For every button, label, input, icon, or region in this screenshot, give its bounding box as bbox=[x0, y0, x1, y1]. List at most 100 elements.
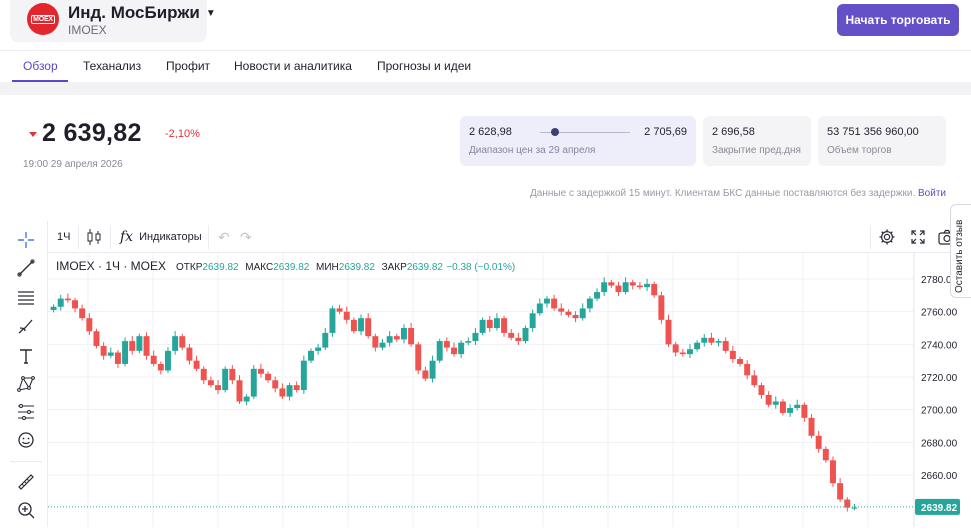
range-label: Диапазон цен за 29 апреля bbox=[469, 145, 596, 156]
candle bbox=[601, 282, 608, 293]
chart-toolbar-divider bbox=[78, 225, 79, 249]
range-high: 2 705,69 bbox=[644, 126, 687, 138]
candle bbox=[851, 507, 858, 509]
candle bbox=[243, 396, 250, 402]
indicators-button[interactable]: fx Индикаторы bbox=[120, 221, 202, 253]
candle bbox=[472, 332, 479, 342]
tab-news-analytics[interactable]: Новости и аналитика bbox=[234, 59, 352, 73]
candle bbox=[686, 349, 693, 355]
candle bbox=[529, 313, 536, 328]
undo-icon[interactable]: ↶ bbox=[218, 228, 230, 245]
candle bbox=[751, 375, 758, 386]
y-tick-label: 2760.00 bbox=[921, 308, 958, 319]
candle bbox=[479, 319, 486, 333]
header: MOEX Инд. МосБиржи ▼ IMOEX Начать торгова… bbox=[0, 0, 971, 50]
section-gap bbox=[0, 82, 971, 95]
candle bbox=[72, 300, 79, 309]
candle bbox=[522, 328, 529, 342]
candle bbox=[772, 401, 779, 405]
candle bbox=[215, 385, 222, 391]
fib-lines-icon[interactable] bbox=[15, 287, 37, 309]
ruler-icon[interactable] bbox=[15, 471, 37, 493]
candle bbox=[837, 483, 844, 500]
redo-icon[interactable]: ↷ bbox=[240, 228, 252, 245]
quote-datetime: 19:00 29 апреля 2026 bbox=[23, 159, 123, 170]
last-price-tag bbox=[915, 498, 960, 515]
instrument-name[interactable]: Инд. МосБиржи ▼ bbox=[68, 3, 216, 23]
candle bbox=[186, 347, 193, 361]
candle bbox=[372, 336, 379, 348]
volume-label: Объем торгов bbox=[827, 145, 892, 156]
tab-tech-analysis[interactable]: Теханализ bbox=[83, 59, 142, 73]
feedback-button[interactable]: Оставить отзыв bbox=[950, 204, 971, 298]
caret-down-icon[interactable]: ▼ bbox=[205, 8, 216, 20]
start-trading-button[interactable]: Начать торговать bbox=[837, 4, 959, 36]
fullscreen-icon[interactable] bbox=[910, 221, 926, 253]
candle bbox=[200, 368, 207, 381]
candle bbox=[493, 318, 500, 328]
candle bbox=[172, 336, 179, 351]
candle bbox=[829, 460, 836, 484]
candle bbox=[572, 314, 579, 319]
candle bbox=[429, 360, 436, 379]
forecast-icon[interactable] bbox=[15, 401, 37, 423]
candle bbox=[157, 363, 164, 371]
candle bbox=[100, 345, 107, 356]
candle bbox=[615, 285, 622, 293]
emoji-icon[interactable] bbox=[15, 429, 37, 451]
candle bbox=[436, 341, 443, 361]
candles-icon[interactable] bbox=[86, 221, 102, 253]
moex-logo: MOEX bbox=[27, 3, 59, 35]
last-price-label: 2639.82 bbox=[921, 503, 958, 514]
feedback-label: Оставить отзыв bbox=[954, 219, 965, 293]
instrument-name-text: Инд. МосБиржи bbox=[68, 3, 200, 22]
brush-icon[interactable] bbox=[15, 315, 37, 337]
candle bbox=[272, 380, 279, 389]
toolbar-divider bbox=[10, 461, 42, 462]
candle bbox=[379, 342, 386, 348]
candle bbox=[315, 347, 322, 351]
legend-low: 2639.82 bbox=[338, 262, 375, 273]
chart-toolbar-divider bbox=[870, 225, 871, 249]
tab-profit[interactable]: Профит bbox=[166, 59, 211, 73]
candle bbox=[508, 332, 515, 338]
quote-card bbox=[4, 95, 967, 527]
candle bbox=[451, 347, 457, 355]
crosshair-icon[interactable] bbox=[15, 229, 37, 251]
pattern-icon[interactable] bbox=[15, 373, 37, 395]
settings-gear-icon[interactable] bbox=[878, 221, 896, 253]
candle bbox=[229, 368, 236, 381]
candle bbox=[265, 373, 272, 381]
zoom-in-icon[interactable] bbox=[15, 499, 37, 521]
candle bbox=[422, 370, 429, 379]
text-icon[interactable] bbox=[15, 345, 37, 367]
candle bbox=[701, 337, 708, 343]
candlestick-chart[interactable]: 2780.00 2760.00 2740.00 2720.00 2700.00 2680.… bbox=[48, 253, 967, 527]
interval-selector[interactable]: 1Ч bbox=[57, 231, 71, 243]
indicators-label: Индикаторы bbox=[139, 231, 202, 243]
prev-close-box: 2 696,58 Закрытие пред.дня bbox=[703, 116, 811, 166]
candle bbox=[343, 311, 350, 320]
candle bbox=[93, 331, 100, 346]
y-tick-label: 2700.00 bbox=[921, 406, 958, 417]
tab-overview[interactable]: Обзор bbox=[23, 59, 58, 73]
candle bbox=[308, 350, 314, 361]
candle bbox=[715, 341, 722, 343]
ticker-selector[interactable]: MOEX Инд. МосБиржи ▼ IMOEX bbox=[10, 0, 216, 42]
day-range-box: 2 628,98 2 705,69 Диапазон цен за 29 апр… bbox=[460, 116, 696, 166]
candle bbox=[207, 380, 214, 386]
candle bbox=[222, 368, 229, 391]
candle bbox=[365, 318, 372, 337]
candle bbox=[107, 352, 114, 356]
function-icon: fx bbox=[120, 229, 134, 245]
chart-toolbar-divider bbox=[110, 225, 111, 249]
login-link[interactable]: Войти bbox=[918, 188, 946, 199]
candle bbox=[672, 344, 679, 353]
candle bbox=[150, 355, 157, 364]
candle bbox=[114, 352, 121, 364]
range-low: 2 628,98 bbox=[469, 126, 512, 138]
price-chart[interactable]: 2780.00 2760.00 2740.00 2720.00 2700.00 2680.… bbox=[48, 253, 967, 527]
candle bbox=[758, 385, 765, 395]
trend-line-icon[interactable] bbox=[15, 257, 37, 279]
tab-forecasts-ideas[interactable]: Прогнозы и идеи bbox=[377, 59, 472, 73]
